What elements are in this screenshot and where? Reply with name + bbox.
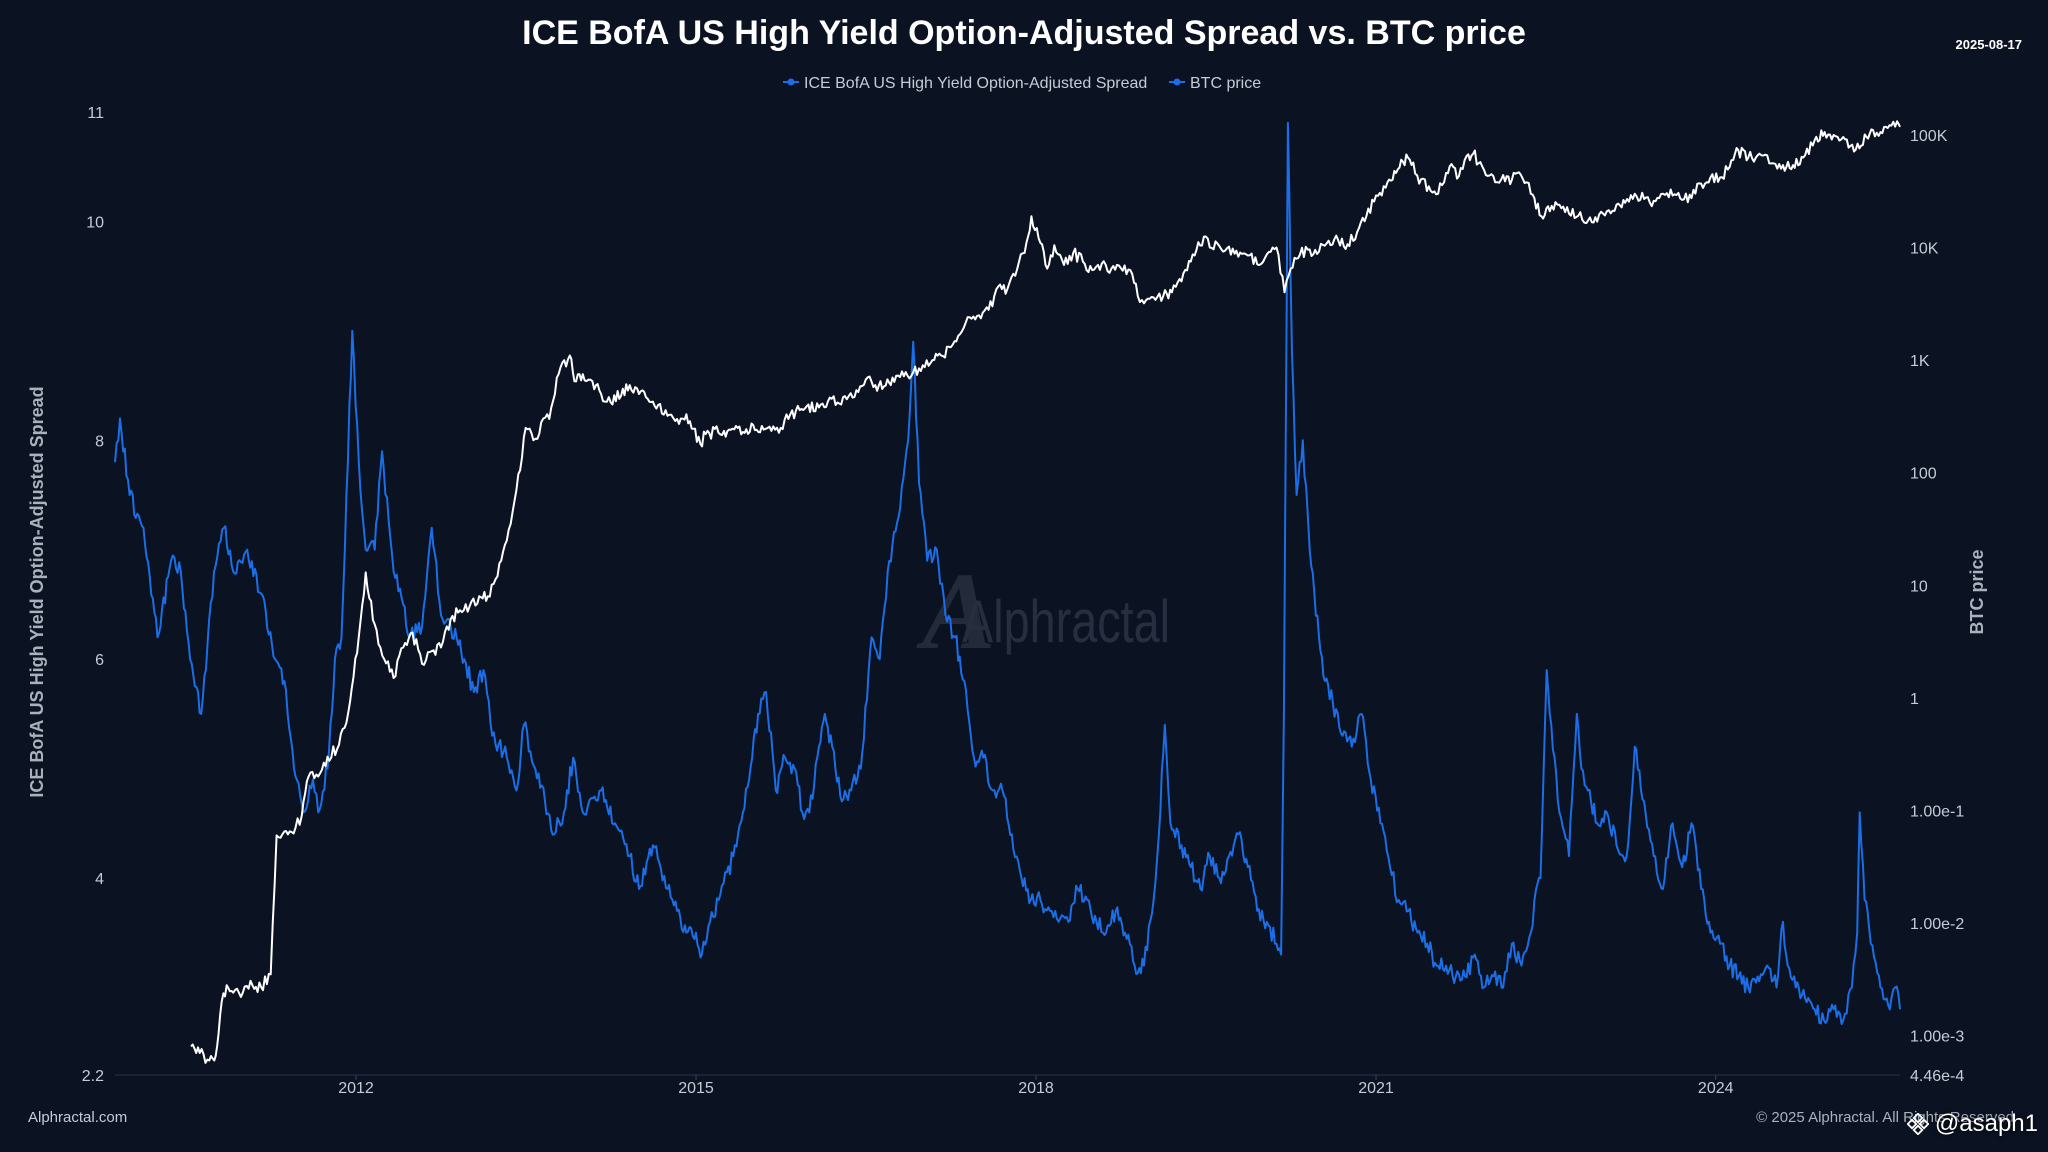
legend-label-btc: BTC price <box>1190 75 1261 92</box>
legend-item-btc[interactable]: BTC price <box>1169 75 1261 92</box>
binance-logo-icon <box>1906 1113 1929 1135</box>
y-right-tick-label: 1.00e-2 <box>1910 916 1964 933</box>
legend: ICE BofA US High Yield Option-Adjusted S… <box>783 75 1261 92</box>
legend-marker-btc <box>1173 78 1181 86</box>
x-axis-ticks: 2012 2015 2018 2021 2024 <box>338 1075 1734 1097</box>
y-left-tick-label: 8 <box>95 433 104 450</box>
copyright-label: © 2025 Alphractal. All Rights Reserved <box>1756 1109 2014 1126</box>
y-left-tick-label: 6 <box>95 652 104 669</box>
y-right-tick-label: 1 <box>1910 691 1919 708</box>
x-tick-label: 2024 <box>1698 1080 1734 1097</box>
y-left-tick-label: 10 <box>86 214 104 231</box>
x-tick-label: 2018 <box>1018 1080 1054 1097</box>
source-label[interactable]: Alphractal.com <box>28 1109 128 1126</box>
author-handle-text: @asaph1 <box>1934 1110 2038 1137</box>
y-right-axis-ticks: 4.46e-4 1.00e-3 1.00e-2 1.00e-1 1 10 100 1K 10K 1… <box>1910 128 1964 1085</box>
y-right-tick-label: 1K <box>1910 353 1930 370</box>
watermark: A Alphractal <box>916 550 1170 672</box>
watermark-text: Alphractal <box>962 588 1170 655</box>
y-left-tick-label: 4 <box>95 871 104 888</box>
date-stamp: 2025-08-17 <box>1955 37 2023 52</box>
series-layer <box>114 120 1901 1064</box>
y-right-tick-label: 100K <box>1910 128 1948 145</box>
x-tick-label: 2021 <box>1358 1080 1394 1097</box>
y-right-tick-label: 1.00e-1 <box>1910 803 1964 820</box>
x-tick-label: 2012 <box>338 1080 374 1097</box>
series-line-spread <box>114 121 1901 1025</box>
y-left-axis-ticks: 2.2 4 6 8 10 11 <box>82 105 104 1085</box>
legend-label-spread: ICE BofA US High Yield Option-Adjusted S… <box>804 75 1147 92</box>
author-handle[interactable]: @asaph1 <box>1906 1110 2038 1138</box>
y-left-tick-label: 11 <box>87 105 104 122</box>
series-line-btc <box>190 120 1901 1064</box>
x-tick-label: 2015 <box>678 1080 714 1097</box>
y-right-tick-label: 1.00e-3 <box>1910 1029 1964 1046</box>
watermark-logo: A <box>916 550 995 672</box>
y-left-tick-label: 2.2 <box>82 1068 104 1085</box>
chart-title: ICE BofA US High Yield Option-Adjusted S… <box>522 14 1526 52</box>
legend-item-spread[interactable]: ICE BofA US High Yield Option-Adjusted S… <box>783 75 1147 92</box>
y-left-axis-label: ICE BofA US High Yield Option-Adjusted S… <box>27 386 47 797</box>
legend-marker-spread <box>787 78 795 86</box>
y-right-axis-label: BTC price <box>1967 549 1987 634</box>
y-right-tick-label: 4.46e-4 <box>1910 1068 1964 1085</box>
y-right-tick-label: 100 <box>1910 466 1937 483</box>
y-right-tick-label: 10K <box>1910 241 1939 258</box>
y-right-tick-label: 10 <box>1910 578 1928 595</box>
